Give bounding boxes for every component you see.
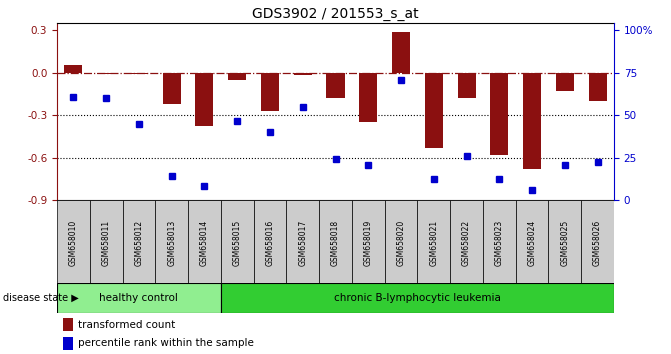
Bar (123, 200, 155, 285)
Bar (327, 73, 344, 98)
Bar (523, 73, 541, 169)
Bar (287, 200, 319, 285)
Bar (221, 200, 254, 285)
Text: disease state ▶: disease state ▶ (3, 293, 79, 303)
Text: GSM658022: GSM658022 (462, 219, 471, 266)
Text: GSM658015: GSM658015 (233, 219, 242, 266)
Bar (516, 200, 548, 285)
Text: transformed count: transformed count (79, 320, 175, 330)
Text: GSM658018: GSM658018 (331, 219, 340, 266)
Bar (359, 73, 377, 122)
Text: GSM658021: GSM658021 (429, 219, 438, 266)
Bar (195, 73, 213, 126)
Text: GSM658025: GSM658025 (560, 219, 569, 266)
Bar (417, 200, 450, 285)
Bar (62, 318, 72, 331)
Bar (491, 73, 509, 155)
Text: GSM658023: GSM658023 (495, 219, 504, 266)
Bar (384, 200, 417, 285)
Bar (130, 73, 148, 74)
Bar (97, 73, 115, 74)
Bar (62, 337, 72, 350)
Bar (261, 73, 279, 111)
Text: GSM658012: GSM658012 (134, 219, 144, 266)
Bar (483, 200, 516, 285)
Bar (254, 200, 287, 285)
Bar (458, 73, 476, 98)
Bar (581, 200, 614, 285)
Text: GSM658019: GSM658019 (364, 219, 373, 266)
Text: GSM658010: GSM658010 (69, 219, 78, 266)
Bar (228, 73, 246, 80)
Bar (450, 200, 483, 285)
Text: GSM658013: GSM658013 (167, 219, 176, 266)
Bar (188, 200, 221, 285)
Bar (294, 73, 312, 75)
Text: healthy control: healthy control (99, 293, 178, 303)
Bar (392, 32, 410, 73)
Bar (155, 200, 188, 285)
Text: GSM658016: GSM658016 (266, 219, 274, 266)
Bar (90, 200, 123, 285)
Text: GSM658017: GSM658017 (298, 219, 307, 266)
Bar (548, 200, 581, 285)
Bar (221, 283, 614, 313)
Text: GSM658024: GSM658024 (527, 219, 537, 266)
Text: GSM658014: GSM658014 (200, 219, 209, 266)
Text: GSM658011: GSM658011 (102, 219, 111, 266)
Title: GDS3902 / 201553_s_at: GDS3902 / 201553_s_at (252, 7, 419, 21)
Text: percentile rank within the sample: percentile rank within the sample (79, 338, 254, 348)
Bar (352, 200, 384, 285)
Bar (64, 65, 83, 73)
Bar (588, 73, 607, 101)
Text: chronic B-lymphocytic leukemia: chronic B-lymphocytic leukemia (334, 293, 501, 303)
Bar (556, 73, 574, 91)
Bar (57, 200, 90, 285)
Bar (162, 73, 180, 104)
Text: GSM658020: GSM658020 (397, 219, 405, 266)
Bar (319, 200, 352, 285)
Text: GSM658026: GSM658026 (593, 219, 602, 266)
Bar (57, 283, 221, 313)
Bar (425, 73, 443, 148)
